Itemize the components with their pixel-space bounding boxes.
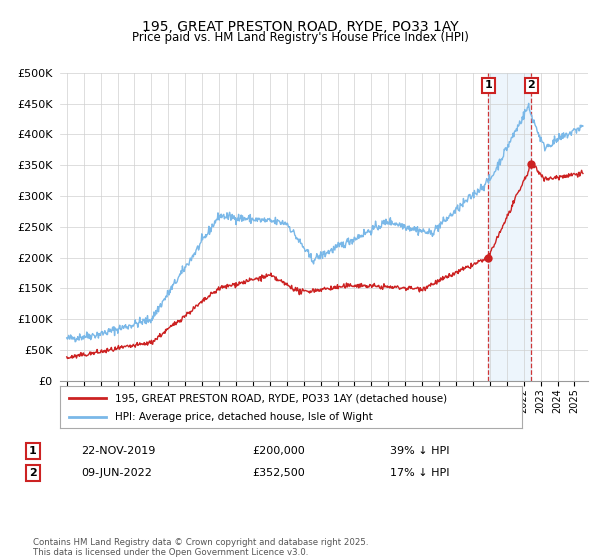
Text: 195, GREAT PRESTON ROAD, RYDE, PO33 1AY (detached house): 195, GREAT PRESTON ROAD, RYDE, PO33 1AY … <box>115 393 448 403</box>
Text: 17% ↓ HPI: 17% ↓ HPI <box>390 468 449 478</box>
Bar <box>488 73 532 381</box>
Text: 2: 2 <box>29 468 37 478</box>
Text: 22-NOV-2019: 22-NOV-2019 <box>81 446 155 456</box>
Text: 1: 1 <box>484 81 492 91</box>
Text: £200,000: £200,000 <box>252 446 305 456</box>
Text: 1: 1 <box>29 446 37 456</box>
Text: 09-JUN-2022: 09-JUN-2022 <box>81 468 152 478</box>
Text: HPI: Average price, detached house, Isle of Wight: HPI: Average price, detached house, Isle… <box>115 412 373 422</box>
Text: Contains HM Land Registry data © Crown copyright and database right 2025.
This d: Contains HM Land Registry data © Crown c… <box>33 538 368 557</box>
Text: 2: 2 <box>527 81 535 91</box>
Text: Price paid vs. HM Land Registry's House Price Index (HPI): Price paid vs. HM Land Registry's House … <box>131 31 469 44</box>
Text: 39% ↓ HPI: 39% ↓ HPI <box>390 446 449 456</box>
Text: £352,500: £352,500 <box>252 468 305 478</box>
Text: 195, GREAT PRESTON ROAD, RYDE, PO33 1AY: 195, GREAT PRESTON ROAD, RYDE, PO33 1AY <box>142 20 458 34</box>
